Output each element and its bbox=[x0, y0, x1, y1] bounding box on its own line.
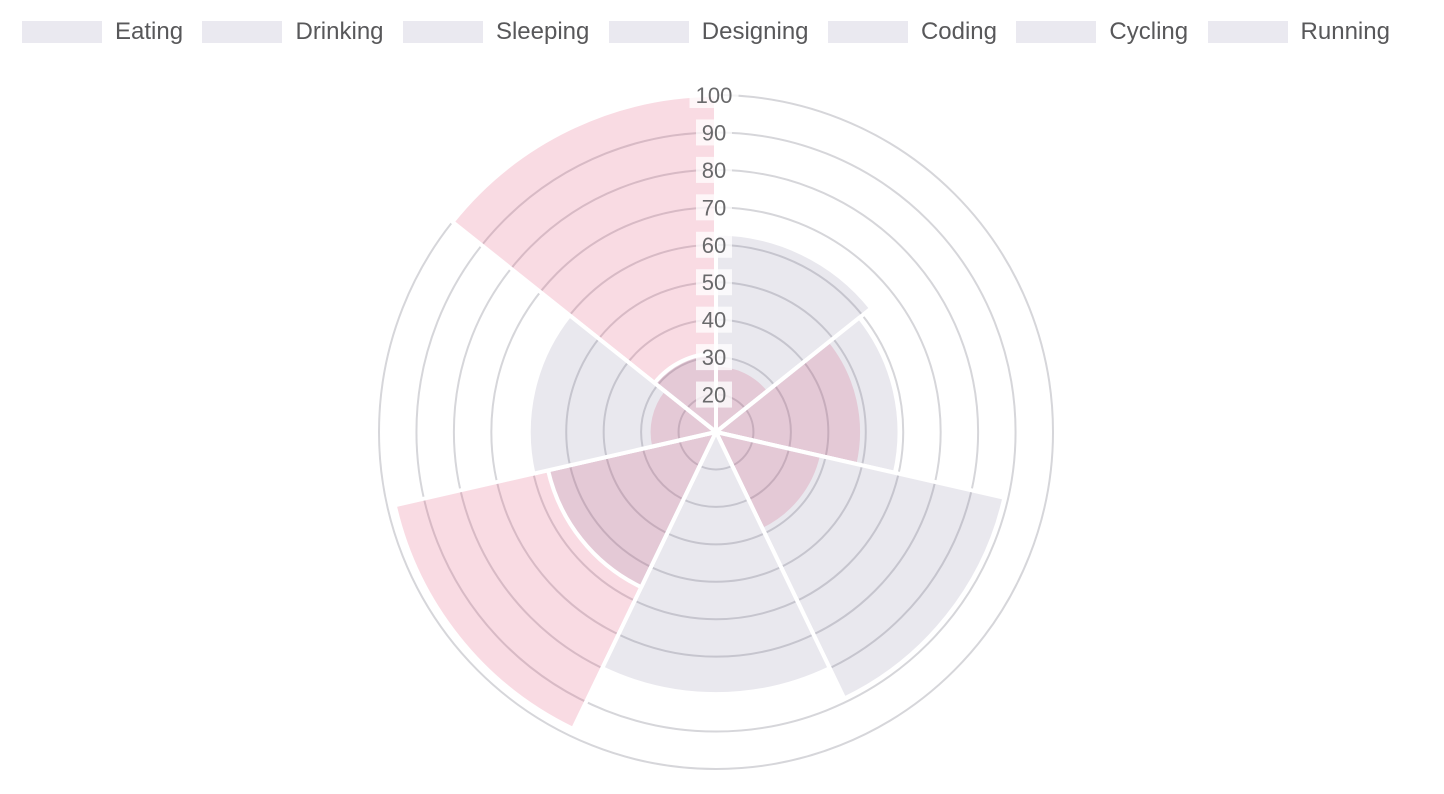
legend-label: Running bbox=[1300, 18, 1390, 45]
tick-label-50: 50 bbox=[702, 270, 726, 295]
legend-item-sleeping[interactable]: Sleeping bbox=[402, 18, 590, 45]
tick-backdrop-100 bbox=[689, 82, 739, 108]
legend-item-drinking[interactable]: Drinking bbox=[202, 18, 384, 45]
tick-label-80: 80 bbox=[702, 158, 726, 183]
wedge-gray-dataset-drinking[interactable] bbox=[714, 315, 902, 475]
tick-label-70: 70 bbox=[702, 195, 726, 220]
legend-item-running[interactable]: Running bbox=[1207, 18, 1390, 45]
wedge-pink-dataset-coding[interactable] bbox=[392, 430, 718, 731]
wedge-pink-dataset-running[interactable] bbox=[450, 93, 718, 434]
wedge-gray-dataset-cycling[interactable] bbox=[526, 313, 718, 476]
tick-label-90: 90 bbox=[702, 120, 726, 145]
legend: Eating Drinking Sleeping Designing Coding Cyc… bbox=[0, 20, 1444, 44]
tick-backdrop-80 bbox=[696, 156, 732, 183]
wedge-gray-dataset-sleeping[interactable] bbox=[714, 430, 1007, 701]
legend-item-designing[interactable]: Designing bbox=[608, 18, 809, 45]
legend-label: Coding bbox=[920, 18, 997, 45]
legend-item-eating[interactable]: Eating bbox=[22, 20, 183, 44]
tick-label-100: 100 bbox=[696, 83, 733, 108]
wedge-gray-dataset-designing[interactable] bbox=[600, 430, 832, 697]
legend-label: Designing bbox=[701, 18, 809, 45]
legend-label: Eating bbox=[115, 18, 184, 45]
tick-label-40: 40 bbox=[702, 308, 726, 333]
legend-item-coding[interactable]: Coding bbox=[827, 18, 997, 45]
legend-swatch[interactable] bbox=[608, 21, 689, 43]
legend-swatch[interactable] bbox=[1016, 21, 1097, 43]
tick-backdrop-50 bbox=[696, 269, 732, 296]
legend-swatch[interactable] bbox=[827, 21, 908, 43]
legend-label: Sleeping bbox=[495, 18, 590, 45]
wedge-gray-dataset-coding[interactable] bbox=[546, 430, 718, 590]
tick-backdrop-60 bbox=[696, 231, 732, 258]
tick-backdrop-70 bbox=[696, 194, 732, 221]
legend-swatch[interactable] bbox=[402, 21, 483, 43]
tick-backdrop-90 bbox=[696, 119, 732, 146]
tick-label-20: 20 bbox=[702, 383, 726, 408]
tick-backdrop-20 bbox=[696, 381, 732, 408]
wedge-pink-dataset-sleeping[interactable] bbox=[714, 430, 824, 532]
legend-swatch[interactable] bbox=[22, 21, 102, 43]
legend-item-cycling[interactable]: Cycling bbox=[1016, 20, 1188, 44]
legend-swatch[interactable] bbox=[202, 21, 283, 43]
tick-backdrop-30 bbox=[696, 344, 732, 371]
wedge-pink-dataset-drinking[interactable] bbox=[714, 338, 864, 467]
tick-backdrop-40 bbox=[696, 306, 732, 333]
legend-label: Cycling bbox=[1109, 18, 1189, 45]
legend-swatch[interactable] bbox=[1207, 21, 1288, 43]
legend-label: Drinking bbox=[295, 18, 384, 45]
tick-label-60: 60 bbox=[702, 233, 726, 258]
tick-label-30: 30 bbox=[702, 345, 726, 370]
